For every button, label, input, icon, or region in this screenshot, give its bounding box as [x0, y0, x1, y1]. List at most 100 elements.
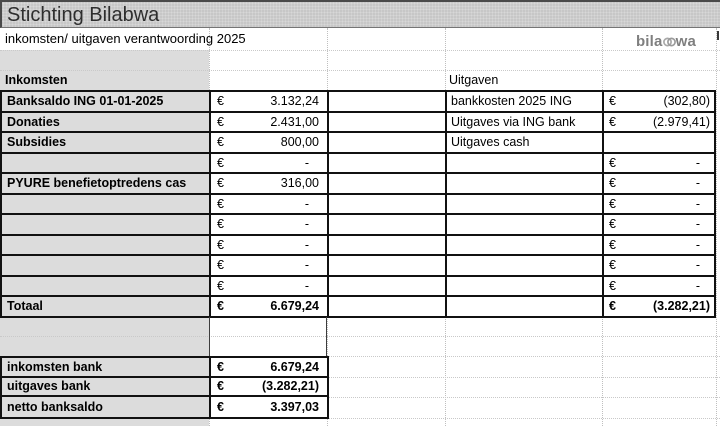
currency-symbol: € [217, 94, 224, 109]
spacer-cell[interactable] [329, 194, 447, 215]
expense-amount-cell[interactable]: € (2.979,41) [604, 112, 716, 133]
gridline [0, 397, 720, 398]
expense-total-label-cell[interactable] [447, 297, 604, 318]
income-amount-cell[interactable]: €3.132,24 [211, 92, 329, 113]
logo-knot-icon [662, 37, 676, 47]
summary-label-cell[interactable]: netto banksaldo [2, 397, 211, 417]
income-label-cell[interactable] [2, 256, 211, 277]
income-amount-cell[interactable]: €316,00 [211, 174, 329, 195]
expense-label-cell[interactable]: bankkosten 2025 ING [447, 92, 604, 113]
expense-amount-cell[interactable] [604, 133, 716, 154]
amount-value: - [304, 196, 309, 211]
expense-amount-cell[interactable]: € - [604, 276, 716, 297]
income-label-cell[interactable] [2, 276, 211, 297]
clipped-text-fragment [717, 31, 719, 40]
expense-total-amount-cell[interactable]: € (3.282,21) [604, 297, 716, 318]
summary-amount-cell[interactable]: €3.397,03 [211, 397, 327, 417]
expense-label-cell[interactable] [447, 256, 604, 277]
income-label-cell[interactable]: Donaties [2, 112, 211, 133]
currency-symbol: € [217, 176, 224, 191]
income-label-cell[interactable]: PYURE benefietoptredens cas [2, 174, 211, 195]
expense-amount-cell[interactable]: € - [604, 235, 716, 256]
amount-value: - [695, 237, 700, 252]
currency-symbol: € [609, 114, 616, 129]
amount-value: - [304, 237, 309, 252]
income-amount-cell[interactable]: € - [211, 256, 329, 277]
amount-value: 800,00 [280, 135, 319, 150]
summary-amount-cell[interactable]: € (3.282,21) [211, 378, 327, 397]
expense-amount-cell[interactable]: € (302,80) [604, 92, 716, 113]
income-label-cell[interactable] [2, 194, 211, 215]
income-amount-cell[interactable]: € - [211, 153, 329, 174]
gridline [0, 356, 720, 357]
amount-value: - [304, 278, 309, 293]
sheet-title: Stichting Bilabwa [7, 4, 160, 26]
amount-value: (302,80) [663, 94, 710, 109]
spacer-cell[interactable] [329, 235, 447, 256]
income-label-cell[interactable]: Subsidies [2, 133, 211, 154]
income-label-cell[interactable] [2, 153, 211, 174]
summary-amount-cell[interactable]: €6.679,24 [211, 358, 327, 378]
amount-value: - [304, 258, 309, 273]
expense-label-cell[interactable] [447, 235, 604, 256]
income-total-label-cell[interactable]: Totaal [2, 297, 211, 318]
gridline [0, 336, 720, 337]
income-section-header[interactable]: Inkomsten [5, 73, 68, 87]
spacer-cell[interactable] [329, 92, 447, 113]
income-label-cell[interactable] [2, 215, 211, 236]
expense-label-cell[interactable]: Uitgaves cash [447, 133, 604, 154]
currency-symbol: € [217, 359, 224, 374]
income-amount-cell[interactable]: € - [211, 194, 329, 215]
spacer-cell[interactable] [329, 256, 447, 277]
expense-label-cell[interactable] [447, 194, 604, 215]
spacer-cell[interactable] [329, 276, 447, 297]
expense-amount-cell[interactable]: € - [604, 256, 716, 277]
currency-symbol: € [217, 135, 224, 150]
currency-symbol: € [609, 299, 616, 314]
bank-summary-table: inkomsten bank €6.679,24 uitgaves bank €… [0, 356, 329, 419]
income-amount-cell[interactable]: € - [211, 276, 329, 297]
main-table: Banksaldo ING 01-01-2025 €3.132,24 bankk… [0, 90, 716, 318]
amount-value: (3.282,21) [653, 299, 710, 314]
income-amount-cell[interactable]: €2.431,00 [211, 112, 329, 133]
currency-symbol: € [609, 196, 616, 211]
amount-value: - [695, 278, 700, 293]
expense-amount-cell[interactable]: € - [604, 174, 716, 195]
income-label-cell[interactable]: Banksaldo ING 01-01-2025 [2, 92, 211, 113]
sheet-subtitle[interactable]: inkomsten/ uitgaven verantwoording 2025 [5, 31, 246, 46]
expense-amount-cell[interactable]: € - [604, 194, 716, 215]
amount-value: 316,00 [280, 176, 319, 191]
income-label-cell[interactable] [2, 235, 211, 256]
gridline [0, 50, 720, 51]
income-total-amount-cell[interactable]: €6.679,24 [211, 297, 329, 318]
currency-symbol: € [217, 155, 224, 170]
expense-label-cell[interactable]: Uitgaves via ING bank [447, 112, 604, 133]
expense-amount-cell[interactable]: € - [604, 153, 716, 174]
expense-label-cell[interactable] [447, 174, 604, 195]
expense-label-cell[interactable] [447, 276, 604, 297]
spacer-cell[interactable] [329, 297, 447, 318]
income-amount-cell[interactable]: € - [211, 215, 329, 236]
spacer-cell[interactable] [329, 153, 447, 174]
spacer-cell[interactable] [329, 174, 447, 195]
currency-symbol: € [217, 379, 224, 394]
expense-section-header[interactable]: Uitgaven [449, 73, 499, 87]
income-amount-cell[interactable]: € - [211, 235, 329, 256]
summary-label-cell[interactable]: uitgaves bank [2, 377, 211, 397]
amount-value: 3.397,03 [270, 399, 319, 414]
expense-label-cell[interactable] [447, 215, 604, 236]
currency-symbol: € [217, 237, 224, 252]
currency-symbol: € [609, 217, 616, 232]
income-amount-cell[interactable]: €800,00 [211, 133, 329, 154]
expense-label-cell[interactable] [447, 153, 604, 174]
spacer-cell[interactable] [329, 215, 447, 236]
spacer-cell[interactable] [329, 133, 447, 154]
title-band[interactable]: Stichting Bilabwa [0, 0, 720, 28]
expense-amount-cell[interactable]: € - [604, 215, 716, 236]
currency-symbol: € [609, 278, 616, 293]
currency-symbol: € [217, 399, 224, 414]
summary-label-cell[interactable]: inkomsten bank [2, 358, 211, 378]
spacer-cell[interactable] [329, 112, 447, 133]
amount-value: 2.431,00 [270, 114, 319, 129]
